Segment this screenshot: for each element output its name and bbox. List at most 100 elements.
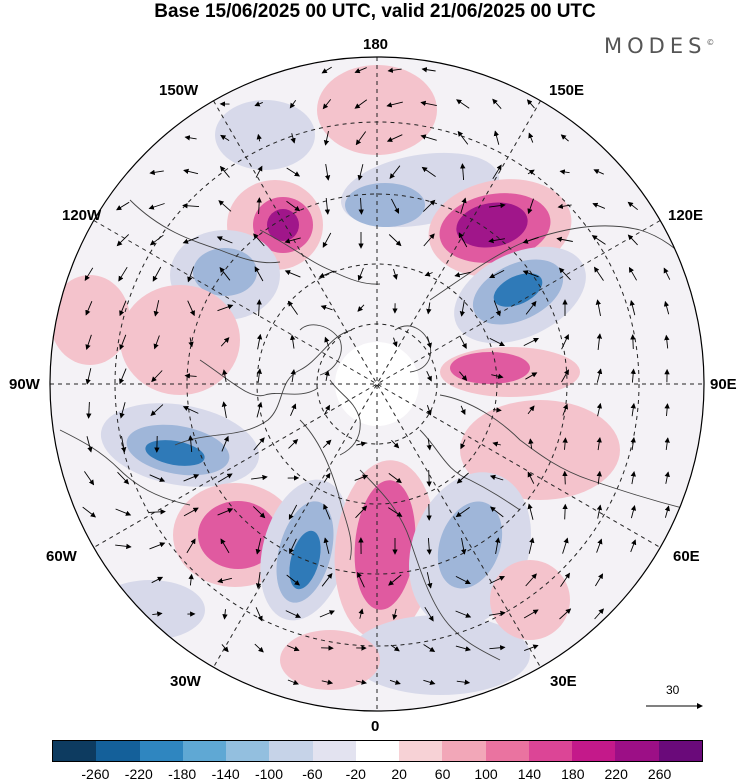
wind-vector bbox=[290, 369, 296, 383]
wind-vector bbox=[591, 235, 606, 245]
wind-vector bbox=[489, 269, 505, 279]
wind-vector bbox=[219, 266, 231, 281]
wind-vector bbox=[560, 134, 569, 142]
wind-vector bbox=[253, 437, 265, 451]
wind-vector bbox=[460, 163, 466, 181]
wind-vector bbox=[595, 573, 604, 587]
wind-vector bbox=[386, 101, 403, 108]
wind-vector bbox=[455, 507, 470, 518]
wind-vector bbox=[630, 437, 636, 451]
wind-vector bbox=[149, 234, 164, 246]
wind-vector bbox=[357, 304, 365, 312]
colorbar bbox=[52, 740, 703, 762]
anomaly-blob bbox=[280, 630, 380, 690]
wind-vector bbox=[561, 369, 569, 383]
wind-vector bbox=[182, 236, 199, 244]
wind-vector bbox=[355, 505, 368, 519]
wind-vector bbox=[457, 130, 469, 145]
wind-vector bbox=[491, 373, 504, 379]
wind-vector bbox=[85, 334, 92, 351]
wind-vector bbox=[220, 337, 230, 347]
wind-vector bbox=[217, 304, 234, 312]
colorbar-tick-label: 20 bbox=[391, 766, 407, 782]
lon-label-60e: 60E bbox=[673, 548, 700, 565]
wind-vector bbox=[284, 270, 301, 278]
wind-vector bbox=[119, 402, 126, 419]
wind-vector bbox=[322, 232, 332, 248]
wind-vector bbox=[627, 201, 638, 211]
wind-vector bbox=[252, 506, 266, 519]
wind-vector bbox=[321, 679, 334, 685]
wind-vector bbox=[420, 100, 437, 107]
wind-vector bbox=[186, 538, 196, 554]
colorbar-segment bbox=[53, 741, 97, 761]
wind-vector bbox=[187, 300, 195, 317]
modes-logo: MODES© bbox=[604, 34, 714, 58]
wind-vector bbox=[323, 472, 331, 483]
wind-vector bbox=[187, 266, 195, 283]
wind-vector bbox=[290, 403, 297, 416]
wind-vector bbox=[188, 435, 194, 453]
wind-vector bbox=[596, 368, 603, 383]
anomaly-blob bbox=[490, 560, 570, 640]
wind-vector bbox=[664, 334, 670, 349]
wind-vector bbox=[630, 505, 637, 519]
wind-vector bbox=[492, 98, 502, 109]
wind-vector bbox=[388, 507, 403, 517]
wind-vector bbox=[84, 267, 94, 281]
wind-vector bbox=[287, 300, 298, 315]
wind-vector bbox=[85, 301, 93, 316]
wind-vector bbox=[221, 435, 229, 452]
wind-vector bbox=[388, 234, 402, 247]
wind-vector bbox=[153, 300, 160, 317]
anomaly-field bbox=[50, 65, 620, 695]
wind-vector bbox=[389, 679, 401, 685]
wind-vector bbox=[525, 300, 537, 315]
wind-vector bbox=[561, 333, 569, 350]
wind-vector bbox=[460, 439, 466, 450]
wind-vector bbox=[426, 572, 433, 589]
wind-vector bbox=[357, 571, 365, 588]
wind-vector bbox=[290, 334, 296, 349]
wind-vector bbox=[420, 134, 437, 141]
wind-vector bbox=[254, 643, 264, 653]
wind-vector bbox=[596, 504, 603, 519]
wind-vector bbox=[559, 608, 572, 620]
wind-vector bbox=[289, 538, 297, 555]
wind-vector bbox=[562, 437, 568, 450]
wind-vector bbox=[489, 576, 506, 584]
wind-vector bbox=[630, 539, 637, 553]
wind-vector bbox=[596, 333, 603, 350]
wind-vector bbox=[663, 300, 670, 315]
wind-vector bbox=[86, 401, 92, 419]
wind-vector bbox=[151, 576, 164, 584]
wind-vector bbox=[459, 371, 468, 381]
wind-vector bbox=[455, 610, 472, 618]
colorbar-tick-label: 100 bbox=[474, 766, 498, 782]
wind-vector bbox=[459, 335, 467, 349]
wind-vector bbox=[596, 437, 602, 451]
wind-vector bbox=[528, 132, 534, 143]
wind-vector bbox=[593, 169, 604, 175]
wind-vector bbox=[218, 200, 232, 212]
wind-vector bbox=[389, 165, 401, 180]
wind-vector bbox=[289, 99, 297, 109]
colorbar-segment bbox=[182, 741, 227, 761]
wind-vector bbox=[527, 169, 535, 175]
wind-vector bbox=[527, 503, 534, 520]
wind-vector bbox=[523, 609, 539, 619]
wind-vector bbox=[290, 133, 296, 144]
wind-vector bbox=[150, 404, 164, 417]
wind-vector bbox=[324, 164, 331, 181]
wind-vector bbox=[324, 197, 331, 215]
wind-vector bbox=[285, 610, 302, 618]
wind-vector bbox=[424, 271, 433, 277]
anomaly-blob bbox=[456, 202, 528, 248]
wind-vector bbox=[422, 199, 436, 212]
colorbar-tick-label: -220 bbox=[124, 766, 153, 782]
wind-vector bbox=[426, 302, 432, 315]
colorbar-segment bbox=[485, 741, 529, 761]
wind-vector bbox=[664, 505, 670, 518]
wind-vector bbox=[288, 504, 298, 520]
wind-vector bbox=[151, 370, 163, 383]
